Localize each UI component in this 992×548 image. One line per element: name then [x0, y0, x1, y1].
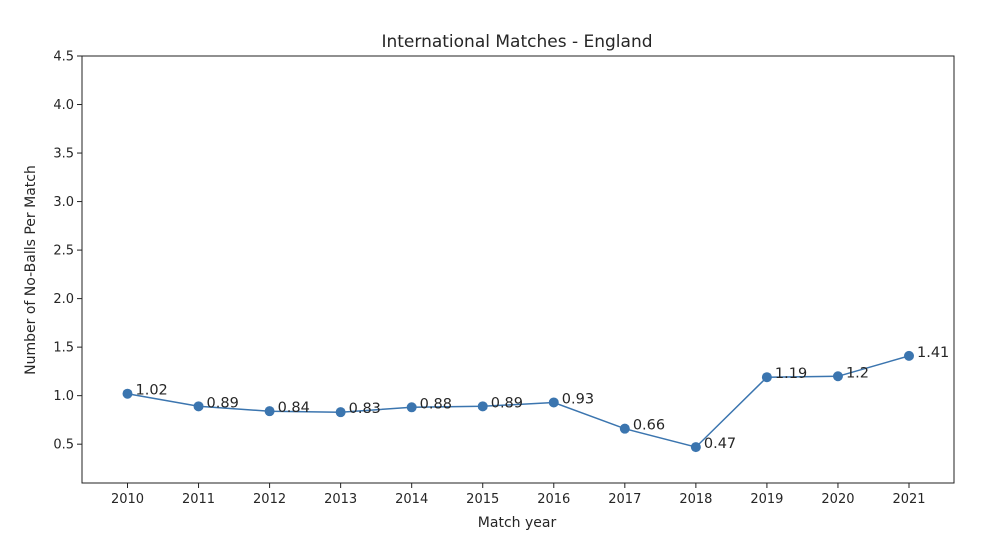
data-label: 0.66 — [633, 418, 665, 434]
y-tick-label: 1.5 — [53, 341, 74, 356]
data-point — [619, 423, 630, 434]
data-label: 1.19 — [775, 366, 807, 382]
y-tick-label: 1.0 — [53, 389, 74, 404]
data-point — [904, 350, 914, 361]
data-label: 0.89 — [491, 395, 523, 411]
data-point — [832, 371, 843, 382]
data-label: 0.89 — [207, 395, 239, 411]
y-tick-label: 2.5 — [53, 244, 74, 259]
x-tick-label: 2013 — [324, 492, 357, 507]
x-tick-label: 2016 — [537, 492, 570, 507]
data-point — [690, 442, 701, 453]
data-label: 0.93 — [562, 391, 594, 407]
y-tick-label: 3.0 — [53, 195, 74, 210]
data-label: 0.88 — [420, 396, 452, 412]
chart-title: International Matches - England — [381, 32, 652, 52]
data-point — [548, 397, 559, 408]
x-tick-label: 2017 — [608, 492, 641, 507]
data-label: 0.83 — [349, 401, 381, 417]
x-tick-label: 2012 — [253, 492, 286, 507]
data-point — [477, 401, 488, 412]
x-tick-label: 2010 — [111, 492, 144, 507]
y-tick-label: 4.0 — [53, 98, 74, 113]
x-tick-label: 2020 — [821, 492, 854, 507]
data-label: 1.02 — [136, 383, 168, 399]
series-line — [127, 355, 910, 448]
x-tick-label: 2021 — [892, 492, 925, 507]
plot-area — [81, 55, 955, 484]
y-tick-label: 0.5 — [53, 438, 74, 453]
y-tick-label: 4.5 — [53, 50, 74, 65]
plot-frame — [81, 55, 955, 484]
x-tick-label: 2019 — [750, 492, 783, 507]
x-tick-label: 2014 — [395, 492, 428, 507]
x-tick-label: 2018 — [679, 492, 712, 507]
data-point — [761, 372, 772, 383]
y-axis: 0.5 1.0 1.5 2.0 2.5 3.0 3.5 4.0 4.5 — [53, 50, 82, 453]
data-label: 1.41 — [917, 345, 949, 361]
data-point — [406, 402, 417, 413]
y-axis-label: Number of No-Balls Per Match — [23, 165, 39, 375]
x-axis: 2010 2011 2012 2013 2014 2015 2016 2017 2018 2019… — [111, 483, 926, 507]
data-label: 0.47 — [704, 436, 736, 452]
data-point — [335, 407, 346, 418]
data-label: 0.84 — [278, 400, 310, 416]
x-tick-label: 2011 — [182, 492, 215, 507]
y-tick-label: 2.0 — [53, 292, 74, 307]
x-axis-label: Match year — [478, 515, 557, 531]
data-point — [122, 388, 133, 399]
data-label: 1.2 — [846, 365, 869, 381]
data-point — [264, 406, 275, 417]
data-point — [193, 401, 204, 412]
y-tick-label: 3.5 — [53, 147, 74, 162]
x-tick-label: 2015 — [466, 492, 499, 507]
data-series: 1.02 0.89 0.84 0.83 0.88 0.89 0.93 0.66 0.47 1.19… — [122, 345, 949, 453]
